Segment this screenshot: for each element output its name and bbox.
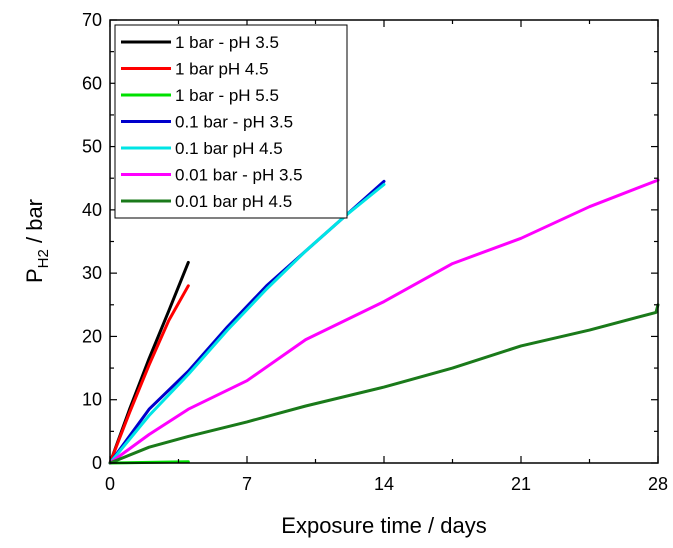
x-axis-title: Exposure time / days — [281, 513, 486, 538]
legend-label-5: 0.1 bar pH 4.5 — [175, 139, 283, 158]
y-tick-label: 20 — [82, 326, 102, 346]
legend-label-3: 1 bar - pH 5.5 — [175, 86, 279, 105]
x-tick-label: 0 — [105, 474, 115, 494]
x-tick-label: 28 — [648, 474, 668, 494]
y-tick-label: 30 — [82, 263, 102, 283]
legend-label-6: 0.01 bar - pH 3.5 — [175, 166, 303, 185]
legend: 1 bar - pH 3.5 1 bar pH 4.5 1 bar - pH 5.5… — [114, 24, 348, 219]
x-tick-label: 21 — [511, 474, 531, 494]
axis-ticks — [109, 19, 659, 464]
y-axis-title-main: P — [22, 268, 47, 283]
tick-labels: 0 7 14 21 28 0 10 20 30 40 50 60 70 — [82, 10, 668, 494]
y-axis-title: PH2 / bar — [22, 199, 52, 283]
y-axis-title-subscript: H2 — [35, 249, 52, 268]
series-line-7 — [108, 303, 660, 465]
series-line-6 — [108, 178, 660, 465]
y-axis-title-rest: / bar — [22, 199, 47, 249]
series-line-5 — [108, 183, 386, 465]
y-tick-label: 70 — [82, 10, 102, 30]
x-tick-label: 7 — [242, 474, 252, 494]
legend-label-2: 1 bar pH 4.5 — [175, 60, 269, 79]
x-tick-label: 14 — [374, 474, 394, 494]
series-layer — [108, 178, 660, 465]
series-line-2 — [108, 284, 190, 465]
legend-label-4: 0.1 bar - pH 3.5 — [175, 113, 293, 132]
y-tick-label: 10 — [82, 390, 102, 410]
y-tick-label: 0 — [92, 453, 102, 473]
legend-label-7: 0.01 bar pH 4.5 — [175, 192, 292, 211]
y-tick-label: 40 — [82, 200, 102, 220]
y-tick-label: 60 — [82, 73, 102, 93]
y-tick-label: 50 — [82, 137, 102, 157]
legend-label-1: 1 bar - pH 3.5 — [175, 33, 279, 52]
